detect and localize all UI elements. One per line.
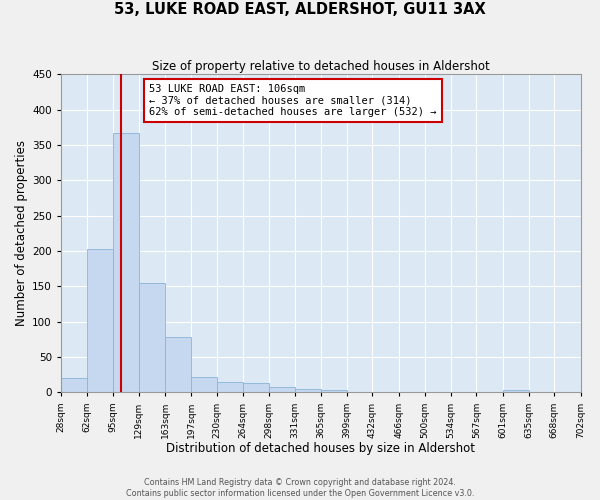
Bar [191, 377, 217, 392]
Text: 53 LUKE ROAD EAST: 106sqm
← 37% of detached houses are smaller (314)
62% of semi: 53 LUKE ROAD EAST: 106sqm ← 37% of detac… [149, 84, 437, 117]
Bar [139, 283, 165, 393]
Bar [61, 378, 87, 392]
Bar [113, 133, 139, 392]
Text: 53, LUKE ROAD EAST, ALDERSHOT, GU11 3AX: 53, LUKE ROAD EAST, ALDERSHOT, GU11 3AX [114, 2, 486, 18]
Bar [165, 338, 191, 392]
Title: Size of property relative to detached houses in Aldershot: Size of property relative to detached ho… [152, 60, 490, 73]
Bar [217, 382, 243, 392]
X-axis label: Distribution of detached houses by size in Aldershot: Distribution of detached houses by size … [166, 442, 475, 455]
Bar [87, 249, 113, 392]
Text: Contains HM Land Registry data © Crown copyright and database right 2024.
Contai: Contains HM Land Registry data © Crown c… [126, 478, 474, 498]
Bar [295, 389, 321, 392]
Bar [269, 387, 295, 392]
Bar [243, 382, 269, 392]
Bar [503, 390, 529, 392]
Y-axis label: Number of detached properties: Number of detached properties [15, 140, 28, 326]
Bar [321, 390, 347, 392]
